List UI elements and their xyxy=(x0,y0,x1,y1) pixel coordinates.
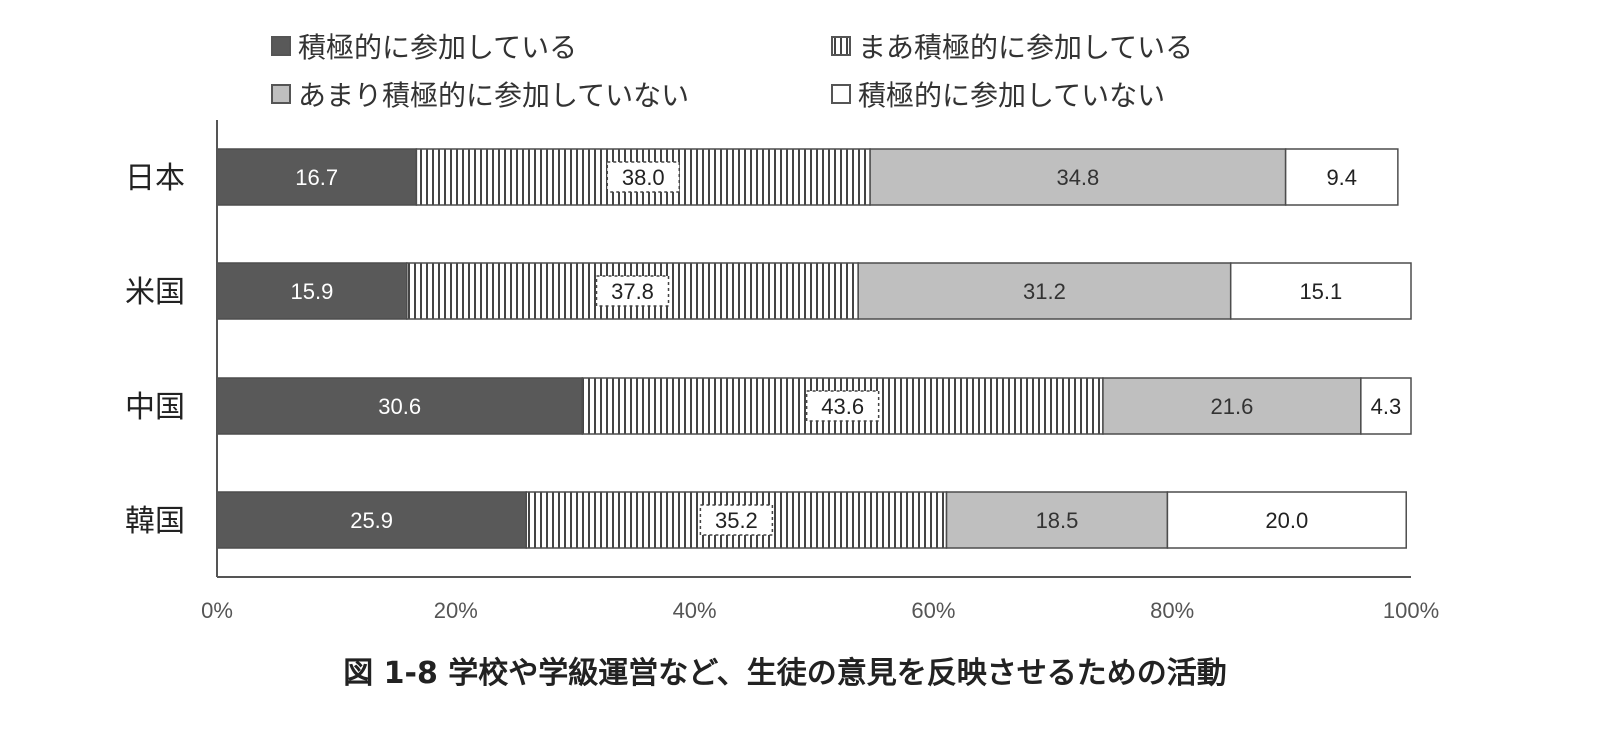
bar-row: 日本 16.7 38.0 34.8 9.4 xyxy=(125,148,1399,206)
bar-segment xyxy=(1360,377,1412,435)
data-label-background xyxy=(805,390,880,422)
x-tick-label: 60% xyxy=(911,598,955,623)
figure-caption: 図 1-8 学校や学級運営など、生徒の意見を反映させるための活動 xyxy=(343,656,1227,691)
bar-segment xyxy=(869,148,1287,206)
data-label-background xyxy=(699,504,774,536)
data-label: 37.8 xyxy=(611,279,654,304)
axes: 0% 20% 40% 60% 80% 100% xyxy=(201,120,1439,623)
data-label: 38.0 xyxy=(622,165,665,190)
data-label: 15.9 xyxy=(291,279,334,304)
data-label: 25.9 xyxy=(350,508,393,533)
category-label: 中国 xyxy=(125,390,185,425)
data-label-background xyxy=(595,275,670,307)
data-label: 43.6 xyxy=(821,394,864,419)
x-tick-label: 20% xyxy=(434,598,478,623)
bar-segment xyxy=(1166,491,1407,549)
data-label: 16.7 xyxy=(295,165,338,190)
bar-segment xyxy=(1284,148,1399,206)
legend-swatch xyxy=(831,36,851,56)
data-label: 15.1 xyxy=(1299,279,1342,304)
x-tick-label: 0% xyxy=(201,598,233,623)
legend-label: 積極的に参加していない xyxy=(858,79,1165,112)
data-label: 35.2 xyxy=(715,508,758,533)
data-label: 21.6 xyxy=(1210,394,1253,419)
x-tick-label: 100% xyxy=(1383,598,1439,623)
category-label: 韓国 xyxy=(125,504,185,539)
legend-swatch xyxy=(831,84,851,104)
data-label: 30.6 xyxy=(378,394,421,419)
data-label-background xyxy=(606,161,681,193)
bars: 日本 16.7 38.0 34.8 9.4 米国 15.9 37.8 31.2 15.1 中国 30.… xyxy=(125,148,1412,549)
x-tick-label: 80% xyxy=(1150,598,1194,623)
bar-row: 米国 15.9 37.8 31.2 15.1 xyxy=(125,262,1412,320)
bar-row: 韓国 25.9 35.2 18.5 20.0 xyxy=(125,491,1407,549)
bar-segment xyxy=(1229,262,1412,320)
data-label: 34.8 xyxy=(1056,165,1099,190)
category-label: 米国 xyxy=(125,275,185,310)
data-label: 9.4 xyxy=(1326,165,1357,190)
bar-row: 中国 30.6 43.6 21.6 4.3 xyxy=(125,377,1412,435)
legend-label: まあ積極的に参加している xyxy=(858,31,1193,64)
bar-segment xyxy=(1102,377,1362,435)
legend-label: 積極的に参加している xyxy=(298,31,577,64)
bar-segment xyxy=(216,148,418,206)
legend-label: あまり積極的に参加していない xyxy=(298,79,689,112)
bar-segment xyxy=(857,262,1232,320)
bar-segment xyxy=(945,491,1169,549)
data-label: 31.2 xyxy=(1023,279,1066,304)
x-tick-label: 40% xyxy=(673,598,717,623)
legend-swatch xyxy=(271,84,291,104)
data-label: 4.3 xyxy=(1371,394,1402,419)
legend-swatch xyxy=(271,36,291,56)
data-label: 18.5 xyxy=(1036,508,1079,533)
category-label: 日本 xyxy=(125,161,185,196)
data-label: 20.0 xyxy=(1265,508,1308,533)
